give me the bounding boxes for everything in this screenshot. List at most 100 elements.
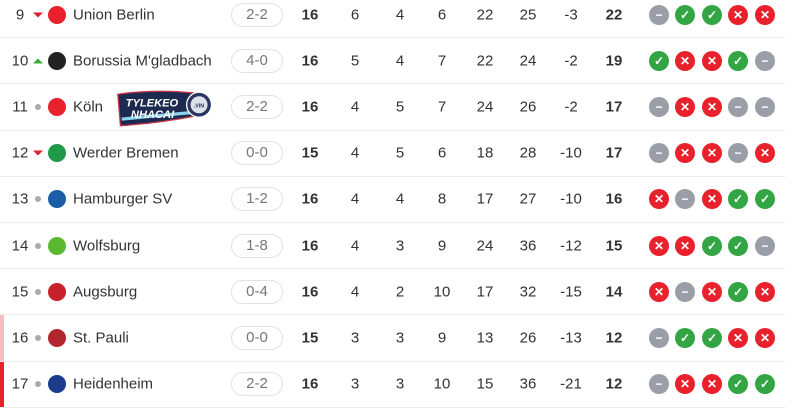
form-check-icon[interactable]: ✓ bbox=[728, 281, 748, 302]
form-minus-icon[interactable]: − bbox=[755, 235, 775, 256]
form-check-icon[interactable]: ✓ bbox=[728, 189, 748, 210]
last-match-score[interactable]: 2-2 bbox=[231, 94, 283, 119]
form-x-icon[interactable]: ✕ bbox=[675, 50, 695, 71]
form-x-icon[interactable]: ✕ bbox=[649, 189, 669, 210]
team-logo bbox=[48, 236, 66, 255]
form-x-icon[interactable]: ✕ bbox=[675, 143, 695, 164]
form-x-icon[interactable]: ✕ bbox=[675, 235, 695, 256]
gd-value: -3 bbox=[564, 6, 578, 24]
form-x-icon[interactable]: ✕ bbox=[649, 235, 669, 256]
trend-up-icon bbox=[33, 58, 43, 64]
form-minus-icon[interactable]: − bbox=[728, 143, 748, 164]
form-check-icon[interactable]: ✓ bbox=[702, 4, 722, 25]
lost-value: 8 bbox=[437, 190, 447, 208]
last-match-score[interactable]: 2-2 bbox=[231, 372, 283, 397]
form-minus-icon[interactable]: − bbox=[675, 189, 695, 210]
table-row[interactable]: 10 Borussia M'gladbach 4-0 16 5 4 7 22 24 -2 19 ✓ ✕ ✕… bbox=[0, 38, 785, 85]
team-logo bbox=[48, 282, 66, 301]
team-name[interactable]: Hamburger SV bbox=[73, 190, 173, 208]
team-name[interactable]: Augsburg bbox=[73, 283, 138, 301]
form-x-icon[interactable]: ✕ bbox=[702, 374, 722, 395]
form-x-icon[interactable]: ✕ bbox=[675, 96, 695, 117]
gd-value: -10 bbox=[560, 190, 582, 208]
form-minus-icon[interactable]: − bbox=[649, 143, 669, 164]
form-x-icon[interactable]: ✕ bbox=[702, 189, 722, 210]
table-row[interactable]: 11 Köln 2-2 16 4 5 7 24 26 -2 17− ✕ ✕ − − bbox=[0, 84, 785, 131]
won-value: 6 bbox=[350, 6, 360, 24]
form-x-icon[interactable]: ✕ bbox=[649, 281, 669, 302]
last-match-score[interactable]: 1-8 bbox=[231, 233, 283, 258]
table-row[interactable]: 14 Wolfsburg 1-8 16 4 3 9 24 36 -12 15 ✕ ✕ ✓ ✓ − bbox=[0, 223, 785, 270]
team-name[interactable]: Heidenheim bbox=[73, 375, 154, 393]
team-name[interactable]: Wolfsburg bbox=[73, 237, 141, 255]
table-row[interactable]: 9 Union Berlin 2-2 16 6 4 6 22 25 -3 22− ✓ ✓ ✕ ✕ bbox=[0, 0, 785, 39]
played-value: 16 bbox=[301, 98, 319, 116]
table-row[interactable]: 17 Heidenheim 2-2 16 3 3 10 15 36 -21 12− ✕ ✕ ✓ ✓ bbox=[0, 361, 785, 408]
form-check-icon[interactable]: ✓ bbox=[755, 189, 775, 210]
drawn-value: 4 bbox=[395, 6, 405, 24]
team-name[interactable]: St. Pauli bbox=[73, 329, 129, 347]
form-x-icon[interactable]: ✕ bbox=[728, 4, 748, 25]
form-x-icon[interactable]: ✕ bbox=[755, 281, 775, 302]
table-row[interactable]: 13 Hamburger SV 1-2 16 4 4 8 17 27 -10 16 ✕ − ✕ ✓ ✓ bbox=[0, 177, 785, 223]
last-match-score[interactable]: 2-2 bbox=[231, 2, 283, 27]
lost-value: 7 bbox=[437, 52, 447, 70]
played-value: 16 bbox=[301, 190, 319, 208]
form-minus-icon[interactable]: − bbox=[649, 96, 669, 117]
form-x-icon[interactable]: ✕ bbox=[702, 281, 722, 302]
gf-value: 13 bbox=[476, 329, 494, 347]
form-minus-icon[interactable]: − bbox=[755, 50, 775, 71]
lost-value: 10 bbox=[433, 375, 451, 393]
ga-value: 25 bbox=[519, 6, 537, 24]
form-minus-icon[interactable]: − bbox=[755, 96, 775, 117]
table-row[interactable]: 12 Werder Bremen 0-0 15 4 5 6 18 28 -10 17− ✕ ✕ − ✕ bbox=[0, 131, 785, 177]
form-x-icon[interactable]: ✕ bbox=[755, 327, 775, 348]
form-x-icon[interactable]: ✕ bbox=[755, 4, 775, 25]
form-minus-icon[interactable]: − bbox=[649, 4, 669, 25]
form-check-icon[interactable]: ✓ bbox=[675, 4, 695, 25]
team-name[interactable]: Union Berlin bbox=[73, 6, 155, 24]
ga-value: 32 bbox=[519, 283, 537, 301]
form-x-icon[interactable]: ✕ bbox=[755, 143, 775, 164]
form-x-icon[interactable]: ✕ bbox=[702, 50, 722, 71]
drawn-value: 3 bbox=[395, 329, 405, 347]
lost-value: 9 bbox=[437, 237, 447, 255]
played-value: 16 bbox=[301, 283, 319, 301]
form-x-icon[interactable]: ✕ bbox=[702, 96, 722, 117]
rank: 14 bbox=[11, 237, 29, 255]
form-check-icon[interactable]: ✓ bbox=[728, 235, 748, 256]
form-x-icon[interactable]: ✕ bbox=[702, 143, 722, 164]
last-match-score[interactable]: 0-0 bbox=[231, 141, 283, 166]
form-x-icon[interactable]: ✕ bbox=[675, 374, 695, 395]
won-value: 4 bbox=[350, 283, 360, 301]
form-minus-icon[interactable]: − bbox=[649, 327, 669, 348]
table-row[interactable]: 16 St. Pauli 0-0 15 3 3 9 13 26 -13 12− ✓ ✓ ✕ ✕ bbox=[0, 315, 785, 362]
form-check-icon[interactable]: ✓ bbox=[702, 235, 722, 256]
form-check-icon[interactable]: ✓ bbox=[728, 374, 748, 395]
form-x-icon[interactable]: ✕ bbox=[728, 327, 748, 348]
team-name[interactable]: Werder Bremen bbox=[73, 144, 179, 162]
last-match-score[interactable]: 0-4 bbox=[231, 279, 283, 304]
last-match-score[interactable]: 1-2 bbox=[231, 187, 283, 212]
form-check-icon[interactable]: ✓ bbox=[755, 374, 775, 395]
last-match-score[interactable]: 4-0 bbox=[231, 48, 283, 73]
team-logo bbox=[48, 51, 66, 70]
table-row[interactable]: 15 Augsburg 0-4 16 4 2 10 17 32 -15 14 ✕ − ✕ ✓ ✕ bbox=[0, 269, 785, 316]
form-minus-icon[interactable]: − bbox=[728, 96, 748, 117]
svg-text:TYLEKEO: TYLEKEO bbox=[126, 98, 179, 110]
form-check-icon[interactable]: ✓ bbox=[675, 327, 695, 348]
ga-value: 26 bbox=[519, 98, 537, 116]
played-value: 15 bbox=[301, 144, 319, 162]
form-minus-icon[interactable]: − bbox=[649, 374, 669, 395]
team-name[interactable]: Borussia M'gladbach bbox=[73, 52, 212, 70]
last-match-score[interactable]: 0-0 bbox=[231, 325, 283, 350]
gd-value: -2 bbox=[564, 52, 578, 70]
played-value: 16 bbox=[301, 6, 319, 24]
gf-value: 18 bbox=[476, 144, 494, 162]
drawn-value: 4 bbox=[395, 190, 405, 208]
form-check-icon[interactable]: ✓ bbox=[728, 50, 748, 71]
form-check-icon[interactable]: ✓ bbox=[702, 327, 722, 348]
team-name[interactable]: Köln bbox=[73, 98, 104, 116]
form-check-icon[interactable]: ✓ bbox=[649, 50, 669, 71]
form-minus-icon[interactable]: − bbox=[675, 281, 695, 302]
